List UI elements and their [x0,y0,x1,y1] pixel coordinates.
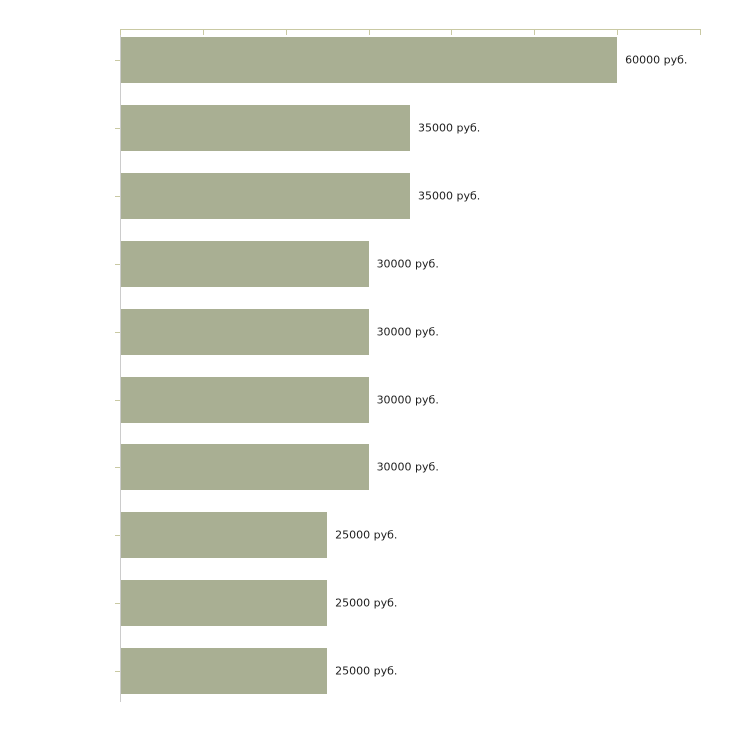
x-axis-tick [202,30,204,35]
bar [121,376,369,423]
bar [121,648,328,695]
value-label: 25000 руб. [335,528,398,542]
value-label: 30000 руб. [376,257,439,271]
x-axis-tick [120,30,121,35]
category-tick [115,603,120,604]
value-label: 30000 руб. [376,460,439,474]
x-axis-tick [285,30,287,35]
x-axis-line [120,29,701,30]
value-label: 30000 руб. [376,325,439,339]
y-axis-baseline [120,30,121,702]
value-label: 25000 руб. [335,596,398,610]
x-axis-tick [700,30,701,35]
bar [121,308,369,355]
value-label: 35000 руб. [418,189,481,203]
category-tick [115,400,120,401]
x-axis-tick [368,30,370,35]
bar [121,104,410,151]
bar [121,37,618,83]
category-tick [115,535,120,536]
category-tick [115,60,120,61]
value-label: 60000 руб. [625,53,688,67]
bar [121,580,328,627]
value-label: 35000 руб. [418,121,481,135]
category-tick [115,671,120,672]
bar [121,512,328,559]
category-tick [115,264,120,265]
value-label: 30000 руб. [376,393,439,406]
value-label: 25000 руб. [335,664,398,678]
x-axis-tick [617,30,619,35]
x-axis-tick [534,30,536,35]
category-tick [115,196,120,197]
bar [121,240,369,287]
bar [121,444,369,491]
category-tick [115,332,120,333]
category-tick [115,128,120,129]
category-tick [115,467,120,468]
bar [121,172,410,219]
x-axis-tick [451,30,453,35]
